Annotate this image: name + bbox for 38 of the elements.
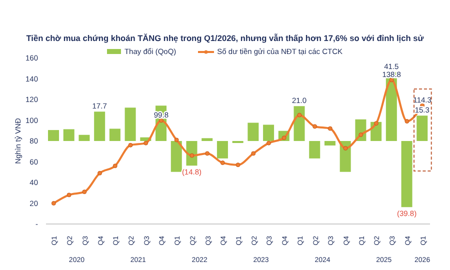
point xyxy=(220,160,225,166)
point xyxy=(190,153,194,158)
point xyxy=(174,138,179,142)
point xyxy=(112,164,118,168)
bar xyxy=(63,129,74,141)
bar xyxy=(124,108,136,141)
point xyxy=(205,151,210,156)
chart-title: Tiền chờ mua chứng khoán TĂNG nhẹ trong Q1/2026, nhưng vẫn thấp hơn 17,6% so với đỉnh lịch sử xyxy=(25,33,425,43)
point xyxy=(266,140,271,146)
point xyxy=(312,124,318,129)
bar xyxy=(401,141,412,208)
point xyxy=(251,151,256,156)
point xyxy=(374,121,378,126)
bar xyxy=(202,138,213,141)
bar xyxy=(109,128,120,141)
point xyxy=(236,162,240,168)
point xyxy=(328,126,332,131)
point xyxy=(128,142,133,148)
bar xyxy=(416,116,428,141)
bar xyxy=(309,141,320,158)
bar xyxy=(324,141,336,146)
bar xyxy=(248,122,259,141)
point xyxy=(144,140,148,146)
point xyxy=(404,119,410,124)
bar xyxy=(170,141,182,172)
bar xyxy=(94,112,106,141)
bar xyxy=(48,130,59,141)
point xyxy=(66,192,72,198)
point xyxy=(343,146,348,151)
point xyxy=(358,132,364,138)
point xyxy=(98,170,102,176)
bar xyxy=(263,124,274,141)
point xyxy=(297,112,302,118)
point xyxy=(51,201,56,206)
bar xyxy=(294,106,305,141)
bar xyxy=(78,134,90,141)
point xyxy=(82,190,87,194)
bar xyxy=(216,141,228,158)
